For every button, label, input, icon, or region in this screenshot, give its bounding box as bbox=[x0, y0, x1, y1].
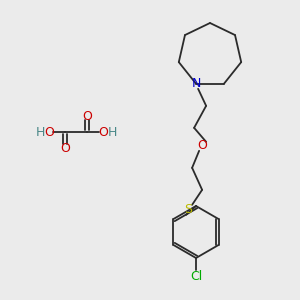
Text: O: O bbox=[44, 125, 54, 139]
Text: H: H bbox=[107, 125, 117, 139]
Text: N: N bbox=[191, 77, 201, 90]
Text: O: O bbox=[197, 139, 207, 152]
Text: O: O bbox=[60, 142, 70, 154]
Text: S: S bbox=[184, 203, 192, 216]
Text: O: O bbox=[82, 110, 92, 122]
Text: H: H bbox=[35, 125, 45, 139]
Text: O: O bbox=[98, 125, 108, 139]
Text: Cl: Cl bbox=[190, 269, 202, 283]
